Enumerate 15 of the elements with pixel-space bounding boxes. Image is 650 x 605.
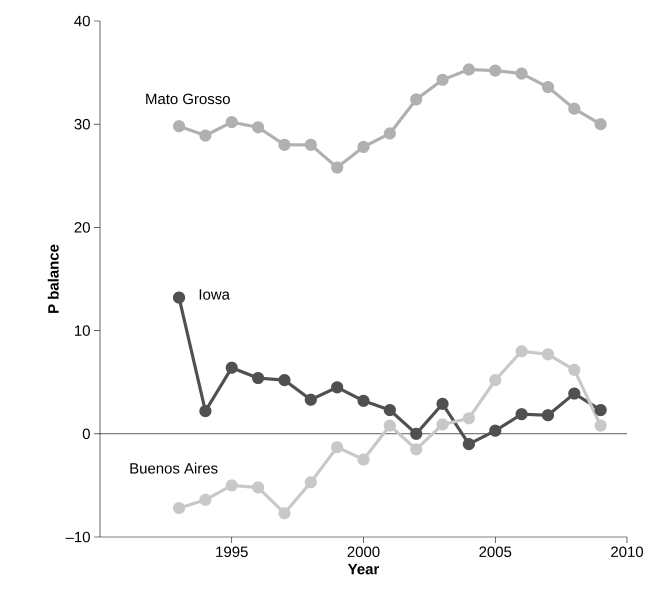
series-label: Buenos Aires [130,462,218,474]
y-tick-label: 40 [74,16,90,26]
x-tick-label: 2010 [611,546,644,558]
y-tick-label: 10 [75,325,90,336]
x-tick-label: 1995 [216,546,248,558]
series-label: Mato Grosso [146,94,230,104]
y-tick-label: 0 [82,428,90,440]
y-tick-label: 30 [74,118,90,130]
x-tick-label: 2000 [348,546,380,558]
x-axis-title: Year [348,564,380,574]
x-tick-label: 2005 [479,546,512,558]
y-tick-label: –10 [66,532,90,542]
y-axis-title: P balance [48,244,59,313]
series-label: Iowa [200,289,230,300]
y-tick-label: 20 [74,222,90,233]
